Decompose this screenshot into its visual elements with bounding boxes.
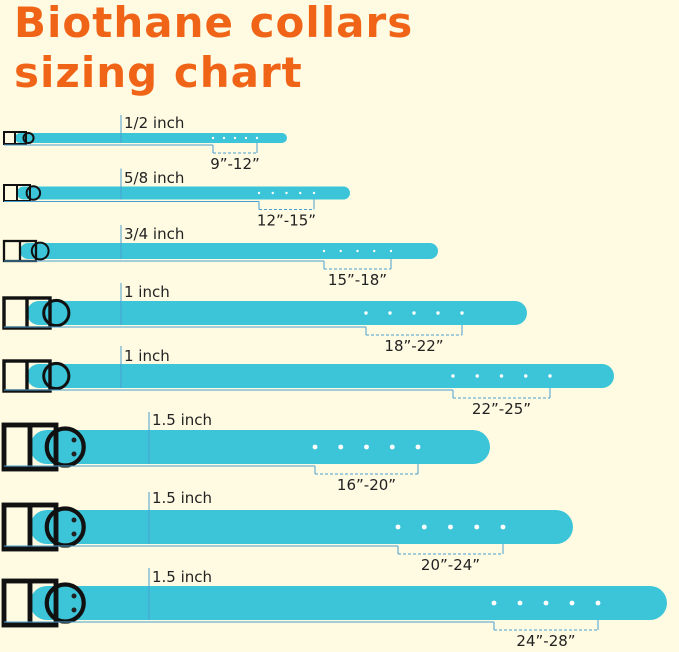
hole <box>517 600 523 606</box>
rivet <box>71 593 77 599</box>
size-range: 20”-24” <box>421 556 480 574</box>
collar-width: 1.5 inch <box>152 568 212 586</box>
hole <box>415 444 421 450</box>
rivet <box>71 517 77 523</box>
hole <box>312 191 316 195</box>
hole <box>595 600 601 606</box>
hole <box>257 191 261 195</box>
d-ring <box>42 298 71 328</box>
hole <box>312 444 318 450</box>
strap <box>27 364 614 388</box>
collar-width: 5/8 inch <box>124 169 184 187</box>
hole <box>460 311 464 315</box>
rivet <box>71 531 77 537</box>
d-ring <box>25 185 42 201</box>
d-ring <box>30 241 50 261</box>
hole <box>233 136 237 140</box>
hole <box>474 524 480 530</box>
hole <box>548 374 552 378</box>
hole <box>271 191 274 195</box>
strap <box>20 243 438 259</box>
hole <box>388 311 392 315</box>
hole <box>451 374 455 378</box>
collar-width: 1/2 inch <box>124 114 184 132</box>
d-ring <box>44 582 86 624</box>
d-ring <box>42 361 71 391</box>
hole <box>211 136 215 140</box>
d-ring <box>44 506 86 548</box>
hole <box>373 249 376 253</box>
collar-width: 3/4 inch <box>124 225 184 243</box>
hole <box>339 249 342 253</box>
hole <box>475 374 479 378</box>
strap <box>30 586 667 620</box>
rivet <box>71 437 77 443</box>
hole <box>364 444 369 450</box>
size-range: 12”-15” <box>257 212 316 230</box>
size-range: 15”-18” <box>328 271 387 289</box>
hole <box>569 600 575 606</box>
hole <box>436 311 440 315</box>
hole <box>543 600 549 606</box>
hole <box>448 524 453 530</box>
title-line: sizing chart <box>14 48 303 97</box>
hole <box>500 524 506 530</box>
size-range: 9”-12” <box>210 155 260 173</box>
hole <box>395 524 401 530</box>
hole <box>299 191 302 195</box>
hole <box>322 249 326 253</box>
strap <box>15 133 287 143</box>
collar-width: 1 inch <box>124 283 170 301</box>
hole <box>524 374 528 378</box>
strap <box>30 510 573 544</box>
d-ring <box>22 131 35 145</box>
hole <box>338 444 344 450</box>
collar-width: 1.5 inch <box>152 411 212 429</box>
size-range: 24”-28” <box>516 632 575 650</box>
hole <box>244 136 248 140</box>
size-range: 18”-22” <box>384 337 443 355</box>
size-range: 22”-25” <box>472 400 531 418</box>
hole <box>499 374 504 378</box>
hole <box>412 311 416 315</box>
hole <box>364 311 368 315</box>
hole <box>491 600 497 606</box>
hole <box>389 249 393 253</box>
collar-width: 1 inch <box>124 347 170 365</box>
hole <box>389 444 395 450</box>
collar-width: 1.5 inch <box>152 489 212 507</box>
hole <box>222 136 226 140</box>
strap <box>30 430 490 464</box>
hole <box>285 191 288 195</box>
hole <box>421 524 427 530</box>
hole <box>356 249 359 253</box>
rivet <box>71 607 77 613</box>
strap <box>27 301 527 325</box>
d-ring <box>44 426 86 468</box>
rivet <box>71 451 77 457</box>
hole <box>255 136 259 140</box>
size-range: 16”-20” <box>337 476 396 494</box>
title-line: Biothane collars <box>14 0 414 47</box>
strap <box>17 186 350 200</box>
